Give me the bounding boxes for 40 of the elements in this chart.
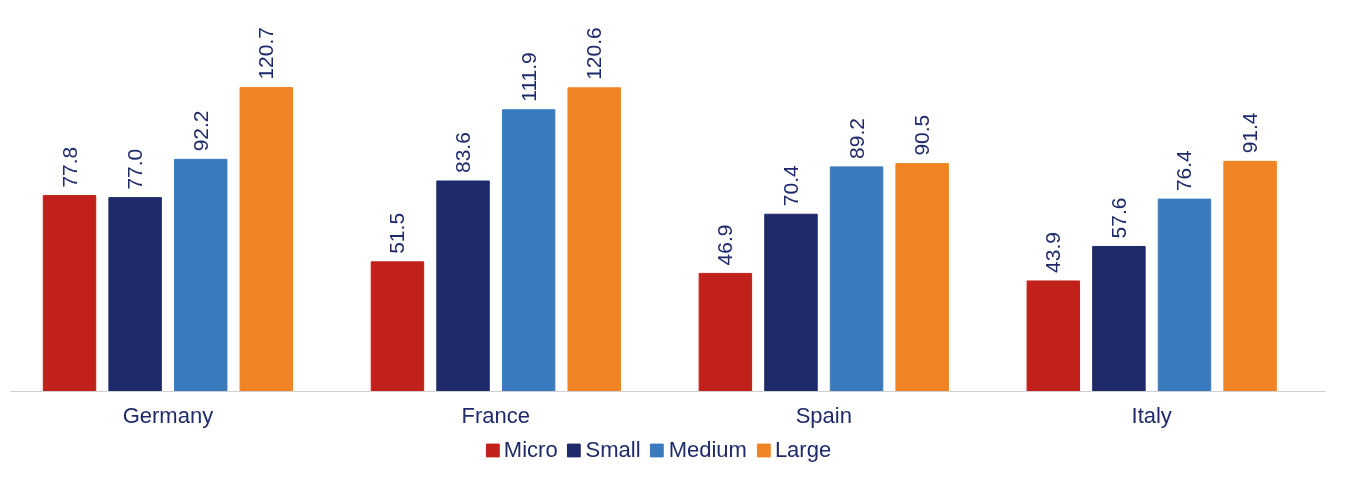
data-label: 57.6 [1106,197,1130,239]
bar [436,180,490,392]
bar [501,109,556,392]
legend-label: Micro [503,437,558,463]
data-label: 90.5 [910,114,934,156]
data-label: 76.4 [1172,149,1196,192]
data-label: 43.9 [1041,232,1065,273]
bar [239,87,294,392]
bar [173,158,228,392]
bar [1026,280,1081,392]
legend-label: Large [774,437,832,463]
data-label: 77.8 [57,146,81,188]
data-label: 83.6 [451,132,475,173]
x-tick-label: Spain [795,402,852,428]
bar [567,87,621,392]
bar [42,195,97,392]
data-label: 46.9 [713,224,737,266]
bar [1223,160,1277,392]
data-label: 89.2 [844,118,868,159]
x-tick-label: Germany [122,402,214,428]
data-label: 77.0 [123,148,147,190]
legend-label: Small [585,437,641,463]
bar [698,272,753,392]
bar [108,197,162,392]
bar [1092,245,1146,392]
data-label: 120.6 [582,27,606,80]
bar [829,166,884,392]
x-tick-label: Italy [1131,402,1172,428]
data-label: 120.7 [254,27,278,80]
bar [895,163,949,392]
bar [764,213,818,392]
data-label: 111.9 [516,52,540,102]
legend-label: Medium [668,437,747,463]
x-tick-label: France [461,402,531,428]
data-label: 51.5 [385,212,409,254]
data-label: 70.4 [778,165,802,207]
data-label: 92.2 [188,110,212,152]
bar [370,261,425,392]
bar [1157,198,1212,392]
data-label: 91.4 [1238,112,1262,154]
